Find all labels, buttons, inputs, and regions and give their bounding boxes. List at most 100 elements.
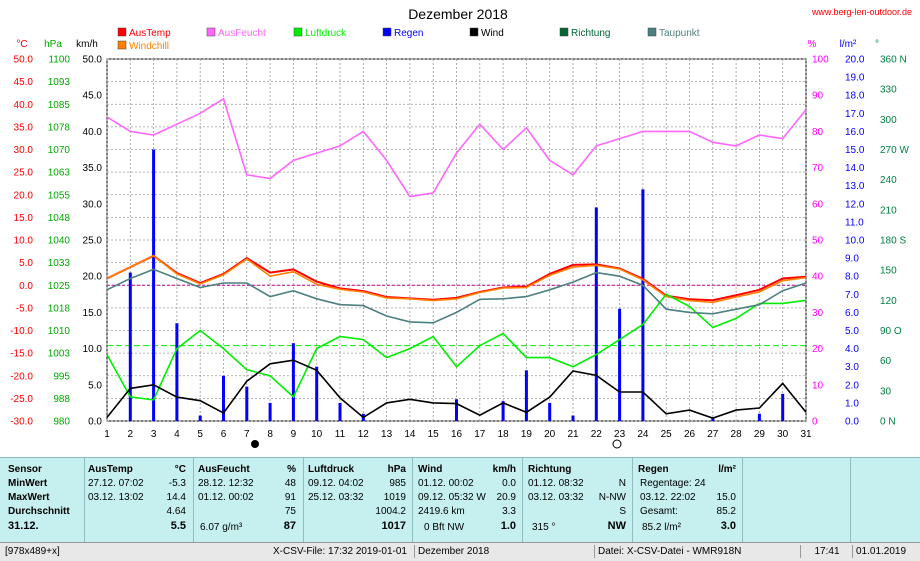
rain-bar — [757, 413, 761, 421]
luftdruck-header: Luftdruck — [308, 464, 355, 475]
ausfeucht-abs: 6.07 g/m³ — [200, 522, 243, 533]
x-tick: 21 — [567, 429, 579, 440]
wind-tick: 5.0 — [88, 380, 102, 391]
x-tick: 2 — [128, 429, 134, 440]
temp-tick: -20.0 — [10, 371, 33, 382]
austemp-max-time: 03.12. 13:02 — [88, 492, 144, 503]
rain-bar — [711, 417, 715, 421]
luftdruck-current: 1017 — [381, 520, 406, 532]
temp-axis-unit: °C — [16, 39, 27, 50]
temp-tick: -5.0 — [16, 303, 34, 314]
x-tick: 23 — [614, 429, 626, 440]
temp-tick: 30.0 — [14, 145, 34, 156]
pressure-tick: 1070 — [48, 145, 71, 156]
temp-tick: -25.0 — [10, 394, 33, 405]
wind-max-time: 09.12. 05:32 W — [418, 492, 486, 503]
pressure-tick: 1093 — [48, 77, 71, 88]
austemp-current: 5.5 — [170, 520, 186, 532]
temp-tick: 35.0 — [14, 122, 34, 133]
ausfeucht-current: 87 — [283, 520, 296, 532]
rain-tick: 19.0 — [845, 73, 865, 84]
website-label: www.berg-len-outdoor.de — [811, 7, 912, 17]
x-tick: 17 — [474, 429, 486, 440]
richtung-header: Richtung — [528, 464, 572, 475]
regen-current: 3.0 — [720, 520, 736, 532]
rain-axis-unit: l/m² — [840, 39, 857, 50]
rain-tick: 11.0 — [845, 217, 864, 228]
legend-swatch — [647, 27, 657, 37]
x-tick: 19 — [521, 429, 533, 440]
austemp-header: AusTemp — [88, 464, 133, 475]
temp-tick: 25.0 — [14, 168, 34, 179]
series-line-taupunkt — [106, 268, 807, 324]
rain-tick: 20.0 — [845, 55, 865, 66]
rain-tick: 13.0 — [845, 181, 865, 192]
rain-bar — [128, 272, 132, 421]
x-tick: 16 — [451, 429, 463, 440]
x-tick: 12 — [358, 429, 370, 440]
austemp-max: 14.4 — [166, 492, 186, 503]
x-tick: 10 — [311, 429, 323, 440]
direction-tick: 330 — [880, 85, 897, 96]
humidity-tick: 10 — [812, 380, 824, 391]
wind-tick: 25.0 — [83, 236, 103, 247]
row-min: MinWert — [8, 478, 48, 489]
pressure-tick: 995 — [53, 371, 70, 382]
austemp-min: -5.3 — [168, 478, 186, 489]
regen-max: 15.0 — [716, 492, 736, 503]
temp-tick: -15.0 — [10, 349, 33, 360]
status-bar: [978x489+x] X-CSV-File: 17:32 2019-01-01… — [0, 542, 920, 561]
regen-max-time: 03.12. 22:02 — [640, 492, 696, 503]
direction-tick: 30 — [880, 386, 892, 397]
ausfeucht-avg: 75 — [284, 506, 296, 517]
wind-tick: 40.0 — [83, 127, 103, 138]
rain-tick: 6.0 — [845, 308, 859, 319]
wind-min-time: 01.12. 00:02 — [418, 478, 474, 489]
full-moon-icon — [612, 439, 622, 449]
temp-tick: -30.0 — [10, 417, 33, 428]
direction-tick: 0 N — [880, 417, 896, 428]
legend-swatch — [117, 27, 127, 37]
wind-tick: 20.0 — [83, 272, 103, 283]
rain-tick: 16.0 — [845, 127, 865, 138]
richtung-current: NW — [607, 520, 626, 532]
direction-axis-unit: ° — [875, 39, 879, 50]
wind-avg: 3.3 — [502, 506, 516, 517]
direction-tick: 270 W — [880, 145, 909, 156]
wind-distance: 2419.6 km — [418, 506, 465, 517]
legend-label: Taupunkt — [659, 28, 700, 39]
pressure-tick: 1025 — [48, 281, 71, 292]
stats-table: Sensor MinWert MaxWert Durchschnitt 31.1… — [0, 457, 920, 542]
rain-tick: 12.0 — [845, 199, 865, 210]
austemp-min-time: 27.12. 07:02 — [88, 478, 144, 489]
status-datei: Datei: X-CSV-Datei - WMR918N — [594, 545, 798, 558]
regen-tage: Regentage: 24 — [640, 478, 706, 489]
x-tick: 9 — [291, 429, 297, 440]
ausfeucht-max: 91 — [284, 492, 296, 503]
luftdruck-max: 1019 — [383, 492, 406, 503]
rain-tick: 17.0 — [845, 109, 865, 120]
pressure-tick: 1100 — [48, 55, 70, 66]
rain-bar — [152, 149, 156, 421]
x-tick: 26 — [684, 429, 696, 440]
wind-unit: km/h — [492, 464, 516, 475]
rain-bar — [524, 370, 528, 421]
x-tick: 15 — [428, 429, 440, 440]
rain-bar — [641, 189, 645, 421]
row-avg: Durchschnitt — [8, 506, 70, 517]
rain-bar — [571, 415, 575, 421]
x-tick: 27 — [707, 429, 719, 440]
luftdruck-unit: hPa — [387, 464, 406, 475]
status-month: Dezember 2018 — [414, 545, 594, 558]
regen-gesamt: 85.2 — [716, 506, 736, 517]
status-file: X-CSV-File: 17:32 2019-01-01 — [273, 546, 407, 557]
x-tick: 30 — [777, 429, 789, 440]
temp-tick: 15.0 — [14, 213, 34, 224]
pressure-tick: 1048 — [48, 213, 71, 224]
temp-tick: 45.0 — [14, 77, 34, 88]
status-date: 01.01.2019 — [852, 545, 918, 558]
pressure-tick: 1055 — [48, 190, 71, 201]
direction-tick: 240 — [880, 175, 897, 186]
humidity-tick: 50 — [812, 236, 824, 247]
rain-bar — [315, 366, 319, 421]
